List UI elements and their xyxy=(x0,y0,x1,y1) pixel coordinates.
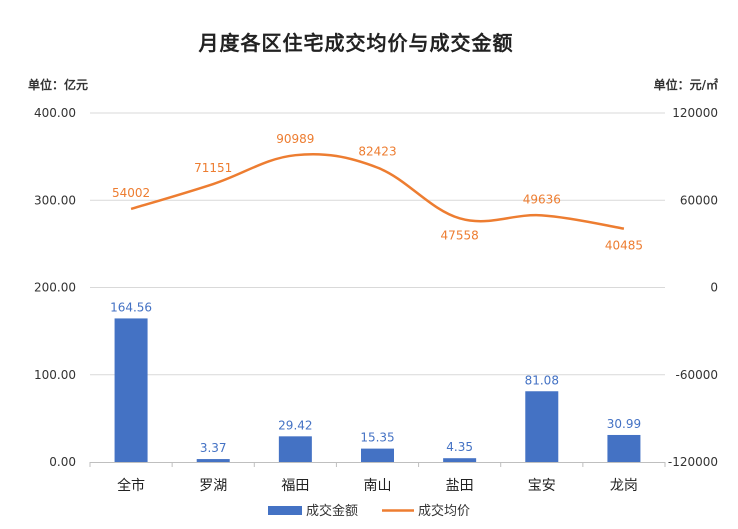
x-tick-label: 福田 xyxy=(281,478,309,494)
bar-data-label: 81.08 xyxy=(525,373,559,387)
bar xyxy=(443,458,477,462)
price-line xyxy=(130,153,625,230)
left-tick-label: 0.00 xyxy=(49,455,76,469)
x-tick-label: 龙岗 xyxy=(610,478,638,494)
bar xyxy=(278,436,312,462)
bar-data-label: 15.35 xyxy=(360,431,394,445)
chart-title: 月度各区住宅成交均价与成交金额 xyxy=(198,31,514,55)
line-data-label: 90989 xyxy=(276,132,314,146)
bar-data-label: 4.35 xyxy=(446,440,473,454)
legend-swatch-amount xyxy=(268,506,302,515)
line-data-label: 82423 xyxy=(358,145,396,159)
x-tick-label: 罗湖 xyxy=(199,478,227,494)
line-data-label: 49636 xyxy=(523,192,561,206)
bar xyxy=(361,448,394,462)
bar-series-amount: 164.56 3.37 29.42 15.35 4.35 81.08 30.99 xyxy=(110,300,641,462)
line-series-price: 54002 71151 90989 82423 47558 49636 40485 xyxy=(112,132,643,252)
right-y-axis: -120000 -60000 0 60000 120000 xyxy=(668,106,718,469)
x-tick-label: 全市 xyxy=(117,477,145,494)
line-data-label: 54002 xyxy=(112,186,150,200)
x-axis: 全市 罗湖 福田 南山 盐田 宝安 龙岗 xyxy=(89,462,666,494)
bar-data-label: 164.56 xyxy=(110,300,152,314)
legend-label-price: 成交均价 xyxy=(418,503,470,519)
bar xyxy=(114,318,148,462)
bar-data-label: 3.37 xyxy=(200,441,227,455)
left-axis-unit: 单位：亿元 xyxy=(28,77,88,92)
line-data-label: 40485 xyxy=(605,239,643,253)
right-tick-label: 0 xyxy=(710,281,718,295)
bar xyxy=(607,434,641,462)
left-tick-label: 200.00 xyxy=(34,281,76,295)
right-tick-label: 60000 xyxy=(680,193,718,207)
bar xyxy=(196,459,230,462)
bar xyxy=(525,391,559,462)
right-tick-label: 120000 xyxy=(672,106,718,120)
line-data-label: 47558 xyxy=(441,228,479,242)
left-tick-label: 400.00 xyxy=(34,106,76,120)
right-axis-unit: 单位：元/㎡ xyxy=(654,77,718,92)
x-tick-label: 宝安 xyxy=(528,478,556,494)
bar-data-label: 30.99 xyxy=(607,417,641,431)
left-y-axis: 0.00 100.00 200.00 300.00 400.00 xyxy=(34,106,76,469)
left-tick-label: 100.00 xyxy=(34,368,76,382)
right-tick-label: -60000 xyxy=(675,368,718,382)
bar-data-label: 29.42 xyxy=(278,418,312,432)
x-tick-label: 盐田 xyxy=(446,478,474,494)
legend: 成交金额 成交均价 xyxy=(268,503,470,519)
left-tick-label: 300.00 xyxy=(34,193,76,207)
line-data-label: 71151 xyxy=(194,161,232,175)
legend-label-amount: 成交金额 xyxy=(306,503,358,519)
gridlines xyxy=(90,112,665,376)
right-tick-label: -120000 xyxy=(668,455,718,469)
x-tick-label: 南山 xyxy=(364,478,392,494)
